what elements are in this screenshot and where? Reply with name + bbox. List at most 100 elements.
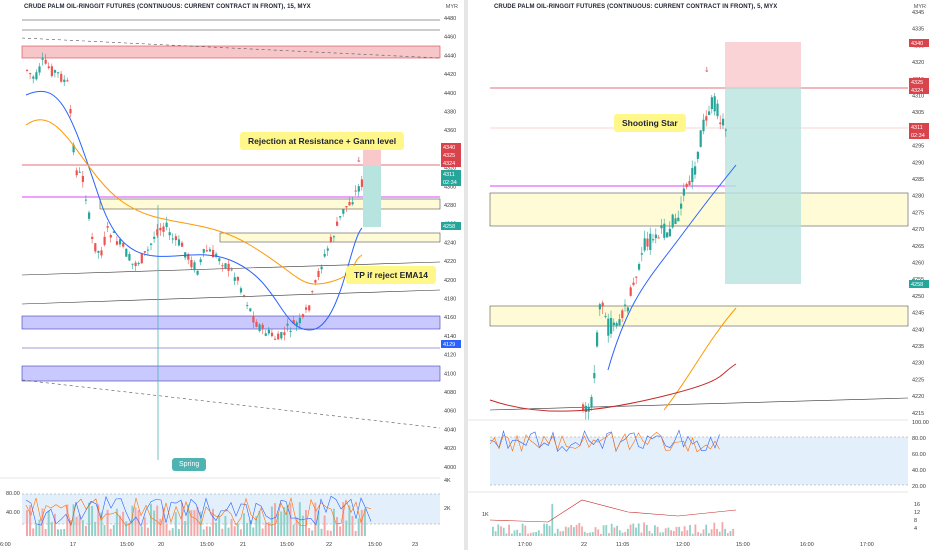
price-tag-text: 4129 [443,342,455,348]
price-tag-text: 4258 [911,282,923,288]
candle [308,305,311,311]
candle [218,258,221,262]
y-axis-label: 4040 [444,427,456,433]
panel-divider[interactable] [464,0,468,550]
y-axis-label: 4310 [912,94,924,100]
candle [122,243,125,247]
volume-bar [199,511,202,536]
candle [32,76,35,79]
left-price-chart[interactable]: 4480 4460 4440 4420 4400 4380 4360 4340 4320 4300… [0,0,464,550]
volume-bar [354,531,357,536]
x-axis-label: 16:00 [800,542,814,548]
volume-bar [84,525,87,536]
y-axis-label: 4140 [444,334,456,340]
candle [277,333,280,340]
volume-bar [721,522,724,536]
left-chart-panel[interactable]: CRUDE PALM OIL-RINGGIT FUTURES (CONTINUO… [0,0,464,550]
candle [187,254,190,260]
volume-bar [252,527,255,536]
volume-bar [301,515,304,536]
volume-bar [320,528,323,536]
candle [332,236,336,238]
candle [283,332,286,336]
volume-bar [567,527,570,536]
candle [137,262,140,264]
volume-bar [109,528,112,536]
volume-bar [643,522,645,536]
volume-bar [66,504,69,536]
candle [221,265,224,267]
candle [719,122,722,125]
stop-loss-box [363,150,381,165]
candle [671,214,674,228]
price-tag [909,78,929,86]
red-arrow-marker: ↓ [356,156,362,164]
volume-bar [648,530,651,536]
volume-bar [143,517,146,536]
rejection-annotation[interactable]: Rejection at Resistance + Gann level [240,132,405,150]
candle [239,288,243,293]
x-axis-label: 22 [581,542,587,548]
spring-annotation[interactable]: Spring [172,458,207,471]
volume-bar [348,505,351,536]
volume-bar [524,525,527,536]
volume-bar [605,525,608,536]
price-tag [441,340,461,348]
volume-bar [63,528,66,536]
volume-bar [519,532,521,536]
candle [112,231,115,233]
volume-bar [146,527,149,536]
price-tag-text: 4340 [443,145,455,151]
candle [618,319,621,326]
volume-bar [564,526,567,536]
volume-bar [190,510,193,536]
volume-bar [537,530,540,536]
volume-bar [575,524,578,536]
volume-bar [88,502,90,536]
volume-bar [597,529,600,536]
candle [660,225,663,229]
candle [607,318,610,336]
price-tag-text: 4311 [911,125,923,131]
y-axis-label: 4480 [444,16,456,22]
volume-bar [156,505,159,536]
shooting-star-annotation[interactable]: Shooting Star [614,114,686,132]
volume-bar [686,530,689,536]
volume-bar [363,508,366,536]
volume-bar [236,523,239,536]
tp-annotation[interactable]: TP if reject EMA14 [346,266,437,284]
candle [255,321,258,327]
volume-bar [591,532,594,536]
candle [227,263,230,271]
volume-bar [106,509,109,536]
y-axis-label: 4215 [912,411,924,417]
volume-bar [581,526,583,536]
volume-bar [314,502,317,536]
volume-bar [140,526,143,536]
candle [691,167,694,183]
volume-bar [529,532,532,536]
volume-bar [215,522,218,536]
candle [143,251,146,253]
x-axis-label: 21 [240,542,246,548]
candle [699,130,702,147]
volume-bar [218,515,221,536]
candle [716,103,719,117]
volume-bar [632,523,635,536]
candle [75,170,78,176]
right-price-chart[interactable]: 4345433543304320431543104305430042954290… [468,0,932,550]
y-axis-label: 4080 [444,390,456,396]
volume-bar [50,522,53,536]
candle [100,250,103,256]
right-chart-panel[interactable]: CRUDE PALM OIL-RINGGIT FUTURES (CONTINUO… [468,0,932,550]
volume-bar [516,529,519,536]
volume-bar [171,528,174,536]
candle [264,333,267,336]
volume-bar [187,504,190,536]
volume-bar [277,513,280,536]
volume-bar [249,519,252,536]
volume-bar [708,533,710,536]
candle [702,119,705,132]
osc-line-k [25,495,372,527]
volume-bar [637,523,640,536]
